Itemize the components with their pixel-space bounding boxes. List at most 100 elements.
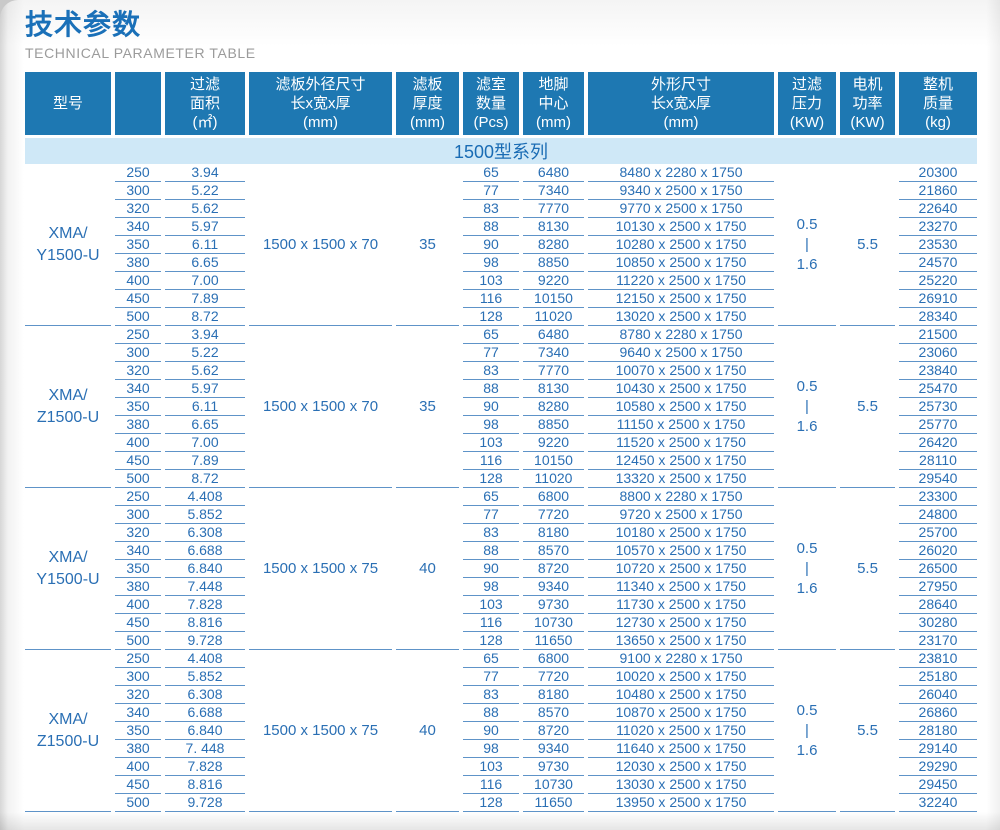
table-row: 400 7.00 103 9220 11520 x 2500 x 1750 26420	[25, 434, 977, 452]
overall-size-value: 10870 x 2500 x 1750	[588, 704, 774, 722]
chamber-count-value: 98	[463, 578, 519, 596]
foot-center-value: 6800	[523, 650, 584, 668]
filter-area-value: 7.00	[165, 272, 245, 290]
total-weight-value: 23530	[899, 236, 977, 254]
filter-area-value: 6.688	[165, 542, 245, 560]
filter-area-value: 3.94	[165, 326, 245, 344]
motor-power-value: 5.5	[840, 326, 895, 488]
table-row: 380 7.448 98 9340 11340 x 2500 x 1750 27950	[25, 578, 977, 596]
filter-area-value: 5.97	[165, 218, 245, 236]
spec-value: 380	[115, 578, 161, 596]
filter-area-value: 5.852	[165, 506, 245, 524]
foot-center-value: 7720	[523, 506, 584, 524]
table-row: 450 7.89 116 10150 12150 x 2500 x 1750 26910	[25, 290, 977, 308]
spec-value: 250	[115, 164, 161, 182]
overall-size-value: 11220 x 2500 x 1750	[588, 272, 774, 290]
chamber-count-value: 88	[463, 218, 519, 236]
plate-size-value: 1500 x 1500 x 70	[249, 326, 392, 488]
filter-area-value: 8.72	[165, 470, 245, 488]
model-label: XMA/ Z1500-U	[25, 650, 111, 812]
header-overall-size: 外形尺寸 长x宽x厚 (mm)	[588, 72, 774, 138]
chamber-count-value: 90	[463, 560, 519, 578]
chamber-count-value: 65	[463, 326, 519, 344]
spec-value: 450	[115, 614, 161, 632]
total-weight-value: 25730	[899, 398, 977, 416]
plate-size-value: 1500 x 1500 x 75	[249, 650, 392, 812]
filter-pressure-value: 0.5 | 1.6	[778, 650, 836, 812]
overall-size-value: 11150 x 2500 x 1750	[588, 416, 774, 434]
chamber-count-value: 116	[463, 614, 519, 632]
foot-center-value: 7340	[523, 344, 584, 362]
filter-area-value: 6.11	[165, 236, 245, 254]
spec-value: 340	[115, 218, 161, 236]
filter-area-value: 6.688	[165, 704, 245, 722]
chamber-count-value: 88	[463, 542, 519, 560]
chamber-count-value: 88	[463, 380, 519, 398]
foot-center-value: 6800	[523, 488, 584, 506]
foot-center-value: 9730	[523, 758, 584, 776]
foot-center-value: 10150	[523, 290, 584, 308]
chamber-count-value: 128	[463, 470, 519, 488]
table-body: XMA/ Y1500-U 250 3.94 1500 x 1500 x 70 35 65 6…	[25, 164, 977, 812]
overall-size-value: 9640 x 2500 x 1750	[588, 344, 774, 362]
spec-value: 380	[115, 740, 161, 758]
total-weight-value: 25470	[899, 380, 977, 398]
filter-pressure-value: 0.5 | 1.6	[778, 326, 836, 488]
table-row: 400 7.828 103 9730 11730 x 2500 x 1750 28640	[25, 596, 977, 614]
spec-value: 350	[115, 236, 161, 254]
filter-area-value: 6.840	[165, 722, 245, 740]
page-subtitle: TECHNICAL PARAMETER TABLE	[25, 45, 256, 61]
chamber-count-value: 116	[463, 290, 519, 308]
header-filter-area: 过滤 面积 (㎡)	[165, 72, 245, 138]
foot-center-value: 6480	[523, 164, 584, 182]
foot-center-value: 8720	[523, 722, 584, 740]
table-row: 300 5.22 77 7340 9340 x 2500 x 1750 21860	[25, 182, 977, 200]
overall-size-value: 12450 x 2500 x 1750	[588, 452, 774, 470]
plate-thickness-value: 40	[396, 650, 459, 812]
total-weight-value: 28110	[899, 452, 977, 470]
overall-size-value: 13950 x 2500 x 1750	[588, 794, 774, 812]
total-weight-value: 29140	[899, 740, 977, 758]
series-band: 1500型系列	[25, 138, 977, 164]
filter-area-value: 7. 448	[165, 740, 245, 758]
overall-size-value: 11340 x 2500 x 1750	[588, 578, 774, 596]
spec-value: 450	[115, 776, 161, 794]
chamber-count-value: 128	[463, 632, 519, 650]
filter-pressure-value: 0.5 | 1.6	[778, 164, 836, 326]
foot-center-value: 9220	[523, 272, 584, 290]
table-row: 350 6.840 90 8720 10720 x 2500 x 1750 26500	[25, 560, 977, 578]
filter-area-value: 5.22	[165, 182, 245, 200]
filter-area-value: 7.828	[165, 758, 245, 776]
table-row: 380 7. 448 98 9340 11640 x 2500 x 1750 29140	[25, 740, 977, 758]
total-weight-value: 21500	[899, 326, 977, 344]
plate-thickness-value: 40	[396, 488, 459, 650]
foot-center-value: 7720	[523, 668, 584, 686]
table-row: 320 6.308 83 8180 10480 x 2500 x 1750 26040	[25, 686, 977, 704]
overall-size-value: 10480 x 2500 x 1750	[588, 686, 774, 704]
chamber-count-value: 116	[463, 452, 519, 470]
plate-size-value: 1500 x 1500 x 75	[249, 488, 392, 650]
filter-area-value: 6.308	[165, 524, 245, 542]
total-weight-value: 23060	[899, 344, 977, 362]
table-row: XMA/ Z1500-U 250 4.408 1500 x 1500 x 75 40 65…	[25, 650, 977, 812]
spec-value: 350	[115, 722, 161, 740]
spec-value: 250	[115, 650, 161, 668]
spec-value: 300	[115, 344, 161, 362]
header-total-weight: 整机 质量 (kg)	[899, 72, 977, 138]
total-weight-value: 28180	[899, 722, 977, 740]
spec-value: 500	[115, 308, 161, 326]
overall-size-value: 8780 x 2280 x 1750	[588, 326, 774, 344]
chamber-count-value: 77	[463, 668, 519, 686]
foot-center-value: 10730	[523, 614, 584, 632]
total-weight-value: 25180	[899, 668, 977, 686]
spec-value: 340	[115, 704, 161, 722]
spec-value: 300	[115, 668, 161, 686]
total-weight-value: 29450	[899, 776, 977, 794]
filter-area-value: 6.65	[165, 254, 245, 272]
chamber-count-value: 103	[463, 596, 519, 614]
total-weight-value: 25700	[899, 524, 977, 542]
table-row: 350 6.11 90 8280 10580 x 2500 x 1750 25730	[25, 398, 977, 416]
chamber-count-value: 128	[463, 308, 519, 326]
filter-area-value: 5.22	[165, 344, 245, 362]
